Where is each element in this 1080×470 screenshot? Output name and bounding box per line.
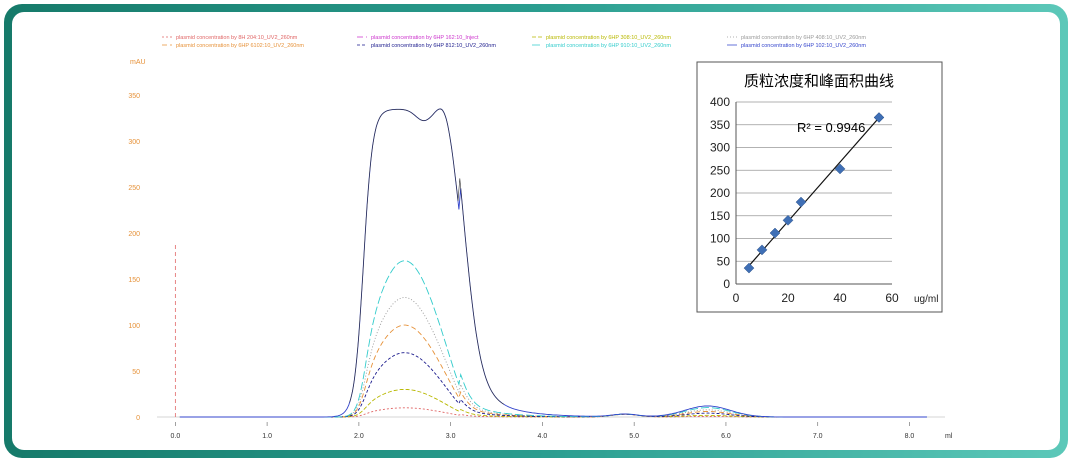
legend-label: plasmid concentration by 6HP 308:10_UV2_… (546, 35, 671, 41)
legend-item: plasmid concentration by 6HP 408:10_UV2_… (727, 35, 866, 41)
legend-item: plasmid concentration by 8H 204:10_UV2_2… (162, 35, 298, 41)
x-tick-label: 6.0 (721, 433, 731, 440)
inset-data-point (743, 262, 755, 274)
y-tick-label: 0 (136, 415, 140, 422)
inset-y-tick-label: 300 (710, 141, 730, 155)
legend-label: plasmid concentration by 6HP 812:10_UV2_… (371, 43, 496, 49)
inset-y-tick-label: 150 (710, 209, 730, 223)
teal-frame: mAU 0 50 100 150 200 250 300 350 0.0 1.0 2.0 3.0 4.0 5… (4, 4, 1068, 458)
inset-r2-annotation: R² = 0.9946 (797, 120, 865, 135)
y-tick-label: 350 (128, 93, 140, 100)
legend-item: plasmid concentration by 6HP 102:10_UV2_… (727, 43, 866, 49)
inset-y-tick-label: 250 (710, 163, 730, 177)
inset-title: 质粒浓度和峰面积曲线 (744, 72, 894, 90)
inset-trendline (748, 114, 883, 267)
inset-x-tick-label: 60 (885, 291, 899, 305)
inset-data-point (795, 196, 807, 208)
series-line (179, 297, 927, 418)
y-tick-label: 100 (128, 323, 140, 330)
legend-label: plasmid concentration by 6HP 6102:10_UV2… (176, 43, 304, 49)
y-tick-label: 250 (128, 185, 140, 192)
inset-data-point (834, 163, 846, 175)
y-tick-label: 200 (128, 231, 140, 238)
legend-item: plasmid concentration by 6HP 308:10_UV2_… (532, 35, 671, 41)
legend-item: plasmid concentration by 6HP 6102:10_UV2… (162, 43, 304, 49)
inset-y-tick-label: 50 (717, 254, 731, 268)
main-peak-outline (349, 108, 505, 405)
x-tick-label: 8.0 (905, 433, 915, 440)
series-line (179, 352, 927, 418)
legend-item: plasmid concentration by 6HP 812:10_UV2_… (357, 43, 496, 49)
x-tick-label: 0.0 (170, 433, 180, 440)
inset-y-tick-label: 400 (710, 95, 730, 109)
y-tick-label: 300 (128, 139, 140, 146)
inset-x-tick-label: 0 (733, 291, 740, 305)
x-tick-label: 5.0 (629, 433, 639, 440)
inset-y-tick-label: 100 (710, 232, 730, 246)
legend-label: plasmid concentration by 6HP 910:10_UV2_… (546, 43, 671, 49)
legend-label: plasmid concentration by 6HP 102:10_UV2_… (741, 43, 866, 49)
legend-item: plasmid concentration by 6HP 162:10_Inje… (357, 35, 479, 41)
legend-label: plasmid concentration by 6HP 408:10_UV2_… (741, 35, 866, 41)
inset-data-point (769, 227, 781, 239)
chart-panel: mAU 0 50 100 150 200 250 300 350 0.0 1.0 2.0 3.0 4.0 5… (12, 12, 1060, 450)
inset-data-point (756, 244, 768, 256)
y-tick-label: 150 (128, 277, 140, 284)
x-unit-label: ml (945, 433, 953, 440)
x-tick-label: 4.0 (538, 433, 548, 440)
inset-x-tick-label: 40 (833, 291, 847, 305)
series-line (179, 388, 927, 418)
x-tick-label: 1.0 (262, 433, 272, 440)
inset-data-point (782, 214, 794, 226)
legend-label: plasmid concentration by 8H 204:10_UV2_2… (176, 35, 298, 41)
legend-label: plasmid concentration by 6HP 162:10_Inje… (371, 35, 479, 41)
x-tick-label: 7.0 (813, 433, 823, 440)
inset-y-tick-label: 0 (723, 277, 730, 291)
inset-x-label: ug/ml (914, 294, 938, 305)
inset-x-tick-label: 20 (781, 291, 795, 305)
inset-data-point (873, 112, 885, 123)
inset-y-tick-label: 350 (710, 118, 730, 132)
series-line (179, 108, 927, 418)
inset-chart-frame (696, 61, 943, 313)
series-line (179, 407, 927, 418)
y-unit-label: mAU (130, 59, 146, 66)
x-tick-label: 2.0 (354, 433, 364, 440)
series-line (179, 324, 927, 418)
x-tick-label: 3.0 (446, 433, 456, 440)
y-tick-label: 50 (132, 369, 140, 376)
inset-y-tick-label: 200 (710, 186, 730, 200)
legend-item: plasmid concentration by 6HP 910:10_UV2_… (532, 43, 671, 49)
